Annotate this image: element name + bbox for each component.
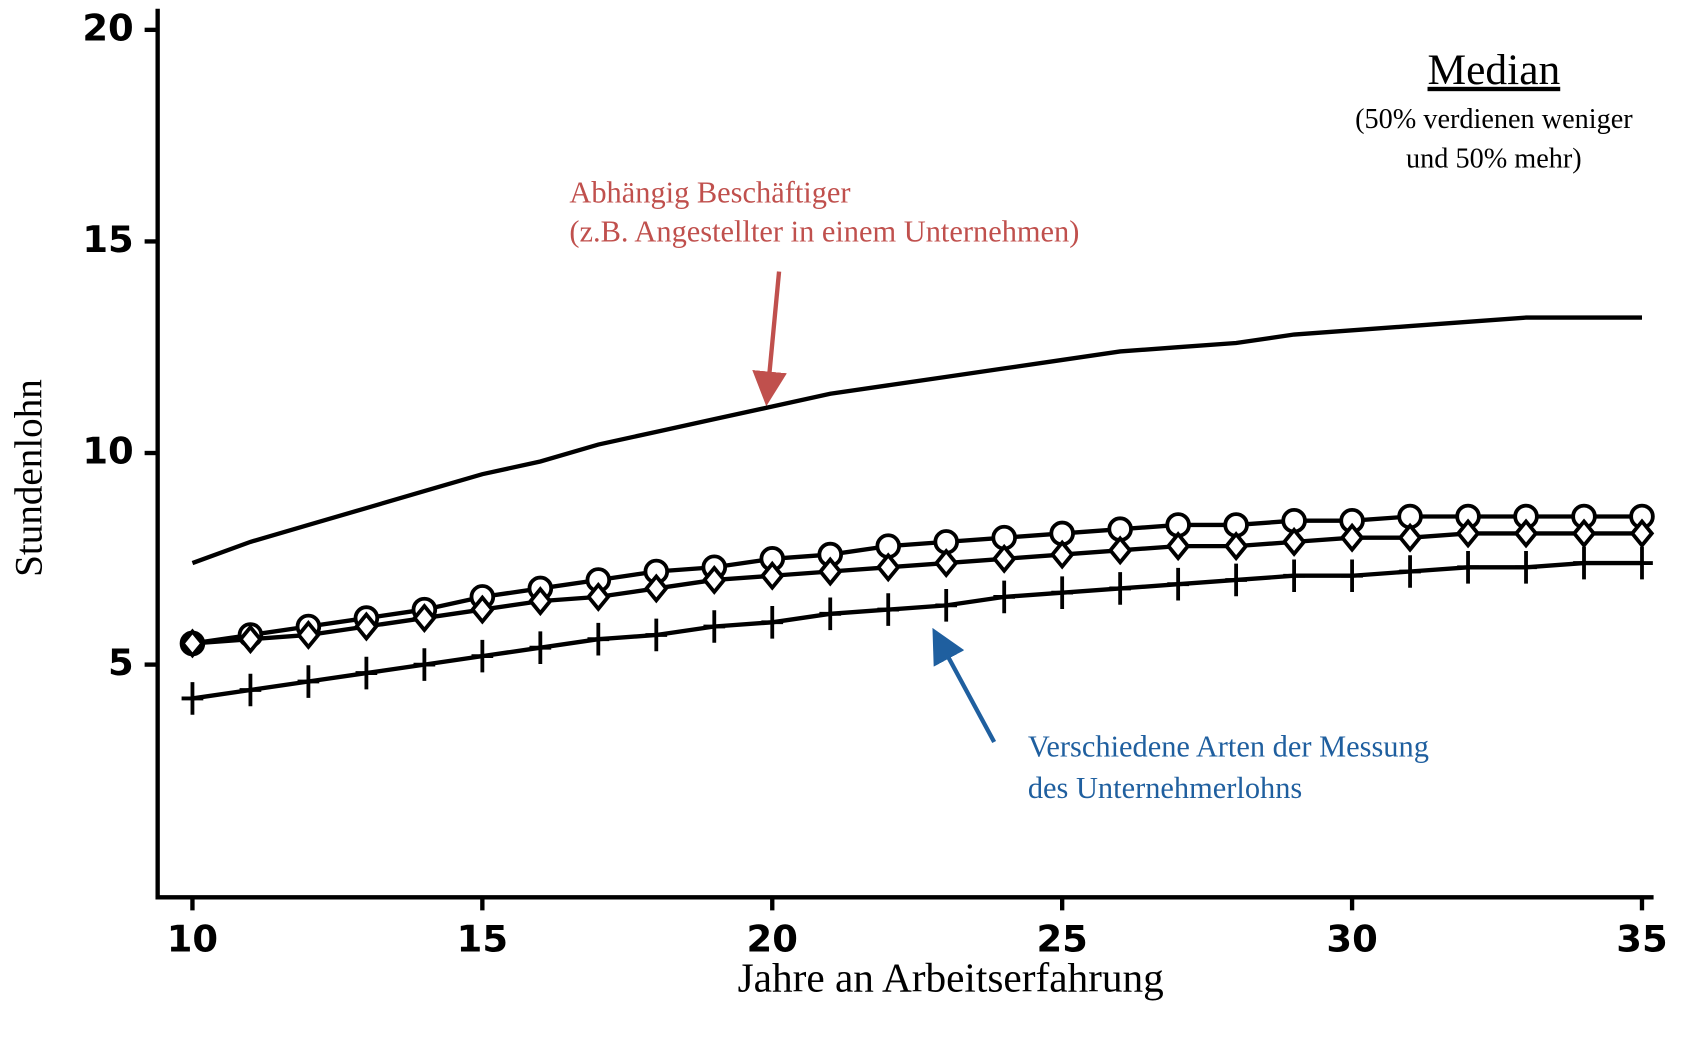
x-axis-title: Jahre an Arbeitserfahrung [738,955,1164,1001]
annotation: Abhängig Beschäftiger [569,176,850,210]
marker [644,573,669,604]
marker [181,682,204,715]
marker [1339,522,1365,553]
series-line [192,560,1642,701]
marker [935,589,958,622]
series [191,315,1642,566]
marker [470,594,495,625]
marker [703,610,726,643]
y-tick-label: 10 [82,430,133,473]
marker [875,552,901,583]
marker [1573,546,1595,580]
marker [238,624,263,655]
marker [354,611,379,642]
marker [586,581,611,612]
marker [819,597,842,631]
marker [529,631,552,664]
x-tick-label: 20 [747,917,798,960]
marker [355,656,378,690]
series [179,503,1655,657]
annotation: Median [1428,46,1561,94]
marker [1167,567,1189,601]
marker [1049,539,1075,570]
marker [471,639,494,673]
marker [1281,526,1307,557]
marker [1397,522,1423,553]
marker [587,622,610,656]
x-tick-label: 35 [1616,917,1667,960]
x-tick-label: 10 [167,917,218,960]
marker [1513,518,1539,549]
marker [239,673,262,707]
marker [412,603,437,634]
y-tick-label: 5 [108,641,134,684]
marker [1457,550,1479,584]
series-line [191,315,1642,566]
marker [933,548,959,578]
marker [1051,576,1074,609]
marker [760,560,785,591]
marker [1571,518,1597,549]
y-tick-label: 20 [82,6,133,49]
marker [1109,572,1132,605]
marker [296,620,321,650]
marker [645,618,668,652]
arrow [752,271,787,407]
x-tick-label: 15 [457,917,508,960]
y-tick-label: 15 [82,218,133,261]
arrow [932,627,997,744]
marker [993,580,1016,614]
marker [818,556,843,587]
marker [1629,518,1655,549]
marker [1631,546,1653,580]
marker [1341,559,1363,593]
x-tick-label: 25 [1036,917,1087,960]
series [180,518,1655,659]
y-axis-title: Stundenlohn [8,379,51,577]
marker [1399,555,1421,588]
annotation: (50% verdienen weniger [1355,104,1633,135]
marker [991,543,1017,574]
series [181,546,1653,715]
marker [761,605,784,639]
marker [702,565,727,595]
annotation: (z.B. Angestellter in einem Unternehmen) [569,215,1079,249]
marker [1107,535,1133,566]
marker [1455,518,1481,549]
marker [877,593,900,626]
marker [413,648,436,681]
annotation: und 50% mehr) [1406,143,1582,174]
annotation: Verschiedene Arten der Messung [1028,730,1429,764]
series-line [192,531,1642,646]
annotation: des Unternehmerlohns [1028,771,1302,805]
marker [297,665,320,698]
marker [1515,550,1537,584]
marker [528,586,553,617]
marker [1165,531,1191,562]
x-tick-label: 30 [1326,917,1377,960]
marker [1283,559,1305,593]
marker [180,628,205,659]
marker [1225,563,1247,597]
marker [1223,531,1249,562]
